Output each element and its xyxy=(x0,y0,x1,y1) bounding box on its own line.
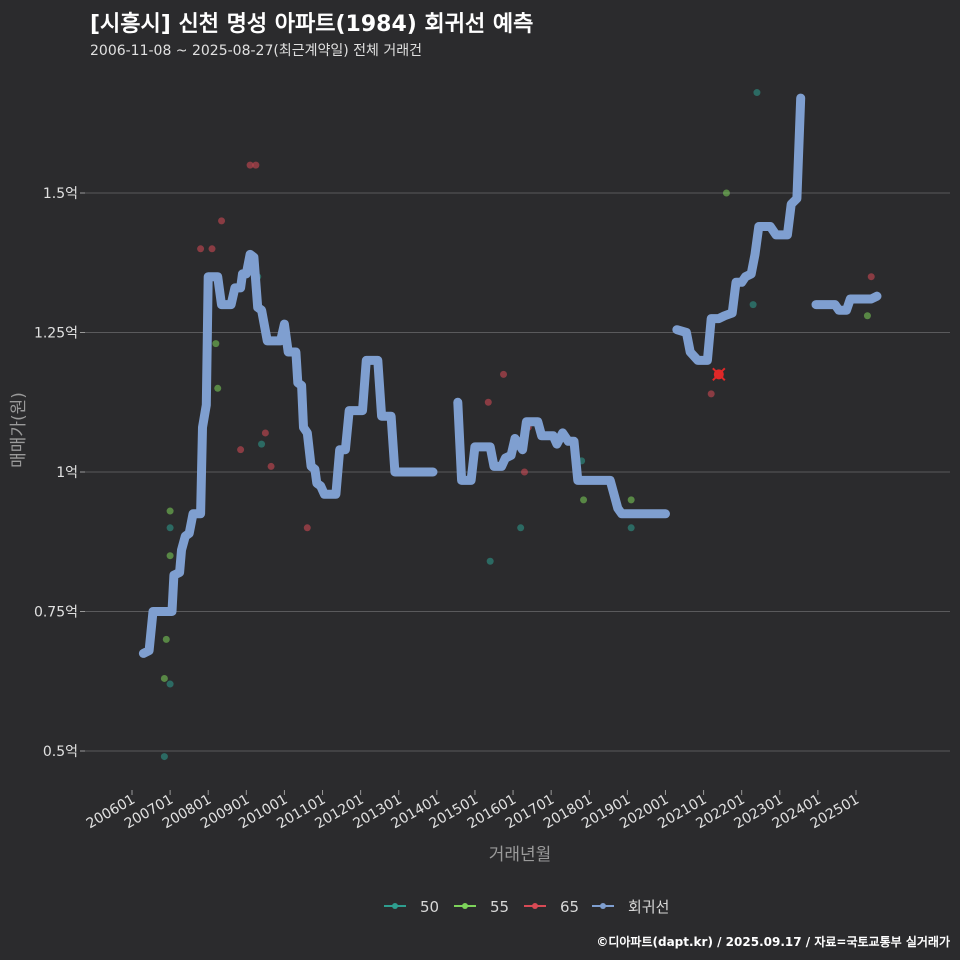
y-tick-label: 0.5억 xyxy=(43,744,78,760)
scatter-point xyxy=(749,301,757,309)
chart-subtitle: 2006-11-08 ~ 2025-08-27(최근계약일) 전체 거래건 xyxy=(90,43,422,59)
scatter-point xyxy=(237,446,245,454)
legend-label: 50 xyxy=(420,898,439,916)
highlight-marker xyxy=(712,367,726,382)
scatter-point xyxy=(212,340,220,348)
scatter-point xyxy=(166,552,174,560)
regression-line xyxy=(138,249,438,658)
y-tick-label: 0.75억 xyxy=(34,605,78,621)
scatter-point xyxy=(166,524,174,532)
regression-lines xyxy=(138,93,882,658)
scatter-point xyxy=(160,753,168,761)
highlight-cross xyxy=(712,367,726,382)
scatter-point xyxy=(252,161,260,169)
legend-key-dot xyxy=(462,903,468,909)
scatter-point xyxy=(753,89,761,97)
scatter-point xyxy=(267,462,275,470)
regression-line xyxy=(672,93,806,365)
y-axis-ticks: 0.5억 0.75억 1억 1.25억 1.5억 xyxy=(34,186,85,760)
legend-label: 65 xyxy=(560,898,579,916)
scatter-point xyxy=(246,161,254,169)
x-axis-ticks: 2006012007012008012009012010012011012012… xyxy=(84,790,862,832)
scatter-point xyxy=(707,390,715,398)
scatter-point xyxy=(484,398,492,406)
scatter-point xyxy=(627,496,635,504)
scatter-point xyxy=(258,440,266,448)
chart-title: [시흥시] 신천 명성 아파트(1984) 회귀선 예측 xyxy=(90,12,534,37)
scatter-point xyxy=(520,468,528,476)
scatter-point xyxy=(867,273,875,281)
scatter-point xyxy=(160,674,168,682)
scatter-point xyxy=(627,524,635,532)
legend-key-dot xyxy=(600,903,606,909)
x-axis-label: 거래년월 xyxy=(489,845,552,865)
scatter-points xyxy=(160,89,875,761)
grid-lines xyxy=(85,192,950,752)
regression-line xyxy=(811,291,882,315)
scatter-point xyxy=(261,429,269,437)
scatter-point xyxy=(303,524,311,532)
legend-label: 회귀선 xyxy=(628,898,669,916)
scatter-point xyxy=(722,189,730,197)
legend-key-dot xyxy=(392,903,398,909)
scatter-point xyxy=(500,370,508,378)
scatter-point xyxy=(580,496,588,504)
scatter-point xyxy=(218,217,226,225)
y-tick-label: 1.5억 xyxy=(43,186,78,202)
scatter-point xyxy=(166,507,174,515)
y-tick-label: 1억 xyxy=(56,465,78,481)
scatter-point xyxy=(863,312,871,320)
legend-key-dot xyxy=(532,903,538,909)
scatter-point xyxy=(517,524,525,532)
y-tick-label: 1.25억 xyxy=(34,326,78,342)
scatter-point xyxy=(166,680,174,688)
scatter-point xyxy=(214,384,222,392)
legend: 50 55 65 회귀선 xyxy=(384,898,669,916)
scatter-point xyxy=(486,557,494,565)
scatter-point xyxy=(197,245,205,253)
regression-line xyxy=(453,397,670,519)
footer-credit: ©디아파트(dapt.kr) / 2025.09.17 / 자료=국토교통부 실… xyxy=(596,935,950,949)
scatter-point xyxy=(208,245,216,253)
y-axis-label: 매매가(원) xyxy=(9,392,29,468)
scatter-point xyxy=(162,635,170,643)
legend-label: 55 xyxy=(490,898,509,916)
